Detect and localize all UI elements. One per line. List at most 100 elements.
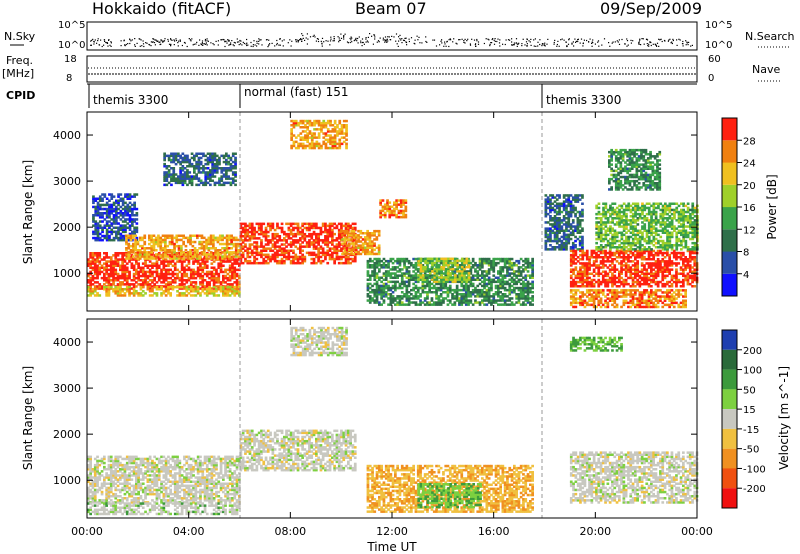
range-gate-cell [455, 286, 459, 290]
range-gate-cell [190, 156, 194, 160]
range-gate-cell [225, 255, 229, 258]
range-gate-cell [157, 279, 161, 282]
range-gate-cell [315, 119, 319, 123]
range-gate-cell [212, 294, 216, 297]
nsky-point [170, 39, 172, 41]
range-gate-cell [178, 252, 182, 255]
range-gate-cell [497, 272, 500, 275]
range-gate-cell [453, 303, 457, 306]
range-gate-cell [492, 259, 496, 263]
range-gate-cell [469, 268, 473, 271]
range-gate-cell [231, 171, 235, 174]
range-gate-cell [253, 259, 256, 263]
range-gate-cell [384, 274, 388, 277]
range-gate-cell [205, 292, 209, 295]
range-gate-cell [98, 197, 102, 200]
nsky-point [349, 37, 351, 40]
range-gate-cell [128, 292, 131, 295]
cpid-label: CPID [6, 89, 35, 102]
range-gate-cell [215, 294, 218, 297]
range-gate-cell [115, 199, 118, 202]
range-gate-cell [338, 119, 342, 123]
range-gate-cell [132, 255, 135, 258]
nsky-point [553, 43, 555, 45]
range-gate-cell [212, 276, 216, 280]
nsky-point [649, 41, 651, 43]
range-gate-cell [198, 255, 201, 258]
range-gate-cell [89, 281, 92, 284]
range-gate-cell [393, 209, 396, 213]
range-gate-cell [150, 244, 153, 248]
range-gate-cell [522, 259, 525, 263]
range-gate-cell [165, 173, 169, 176]
range-gate-cell [238, 287, 241, 290]
range-gate-cell [315, 232, 318, 236]
range-gate-cell [175, 244, 179, 248]
range-gate-cell [483, 274, 486, 277]
range-gate-cell [139, 283, 143, 286]
nsky-point [524, 44, 526, 46]
range-gate-cell [299, 144, 303, 148]
range-gate-cell [310, 251, 314, 255]
range-gate-cell [517, 280, 521, 284]
range-gate-cell [442, 299, 445, 302]
range-gate-cell [222, 276, 225, 280]
range-gate-cell [159, 247, 163, 250]
nsky-point [229, 43, 231, 46]
range-gate-cell [371, 266, 374, 269]
range-gate-cell [169, 268, 172, 272]
nave-label: Nave [752, 63, 780, 76]
range-gate-cell [148, 236, 151, 240]
range-gate-cell [257, 261, 261, 265]
range-gate-cell [331, 232, 334, 236]
range-gate-cell [241, 235, 245, 238]
range-gate-cell [519, 270, 523, 273]
nsky-point [403, 39, 406, 42]
nsky-point [350, 36, 352, 38]
range-gate-cell [92, 236, 95, 240]
range-gate-cell [414, 278, 418, 281]
range-gate-cell [213, 154, 217, 158]
range-gate-cell [131, 209, 134, 213]
range-gate-cell [144, 264, 147, 267]
range-gate-cell [428, 280, 431, 284]
nsky-point [446, 40, 448, 42]
range-gate-cell [232, 236, 236, 240]
range-gate-cell [153, 276, 156, 280]
range-gate-cell [216, 253, 220, 256]
range-gate-cell [317, 144, 321, 148]
range-gate-cell [396, 295, 399, 298]
range-gate-cell [250, 243, 254, 246]
range-gate-cell [103, 283, 106, 286]
nsky-point [93, 43, 95, 45]
range-gate-cell [193, 249, 197, 252]
nsky-point [330, 38, 332, 40]
range-gate-cell [210, 287, 214, 290]
range-gate-cell [202, 165, 205, 168]
range-gate-cell [345, 124, 348, 127]
range-gate-cell [368, 240, 372, 243]
range-gate-cell [241, 230, 245, 234]
range-gate-cell [220, 167, 224, 170]
range-gate-cell [189, 274, 193, 278]
nsky-point [360, 42, 362, 44]
nsky-point [401, 42, 403, 44]
range-gate-cell [186, 257, 190, 260]
range-gate-cell [135, 212, 139, 215]
range-gate-cell [348, 234, 351, 237]
range-gate-cell [173, 244, 176, 248]
range-gate-cell [398, 261, 402, 265]
nsky-point [190, 40, 192, 42]
range-gate-cell [180, 262, 184, 265]
nsky-point [398, 36, 400, 38]
range-gate-cell [384, 293, 388, 296]
range-gate-cell [112, 279, 115, 282]
range-gate-cell [487, 257, 491, 261]
range-gate-cell [324, 237, 327, 240]
range-gate-cell [178, 260, 182, 263]
range-gate-cell [508, 282, 512, 286]
nsky-point [395, 40, 397, 42]
range-gate-cell [340, 222, 343, 226]
range-gate-cell [373, 242, 376, 245]
range-gate-cell [276, 249, 279, 252]
